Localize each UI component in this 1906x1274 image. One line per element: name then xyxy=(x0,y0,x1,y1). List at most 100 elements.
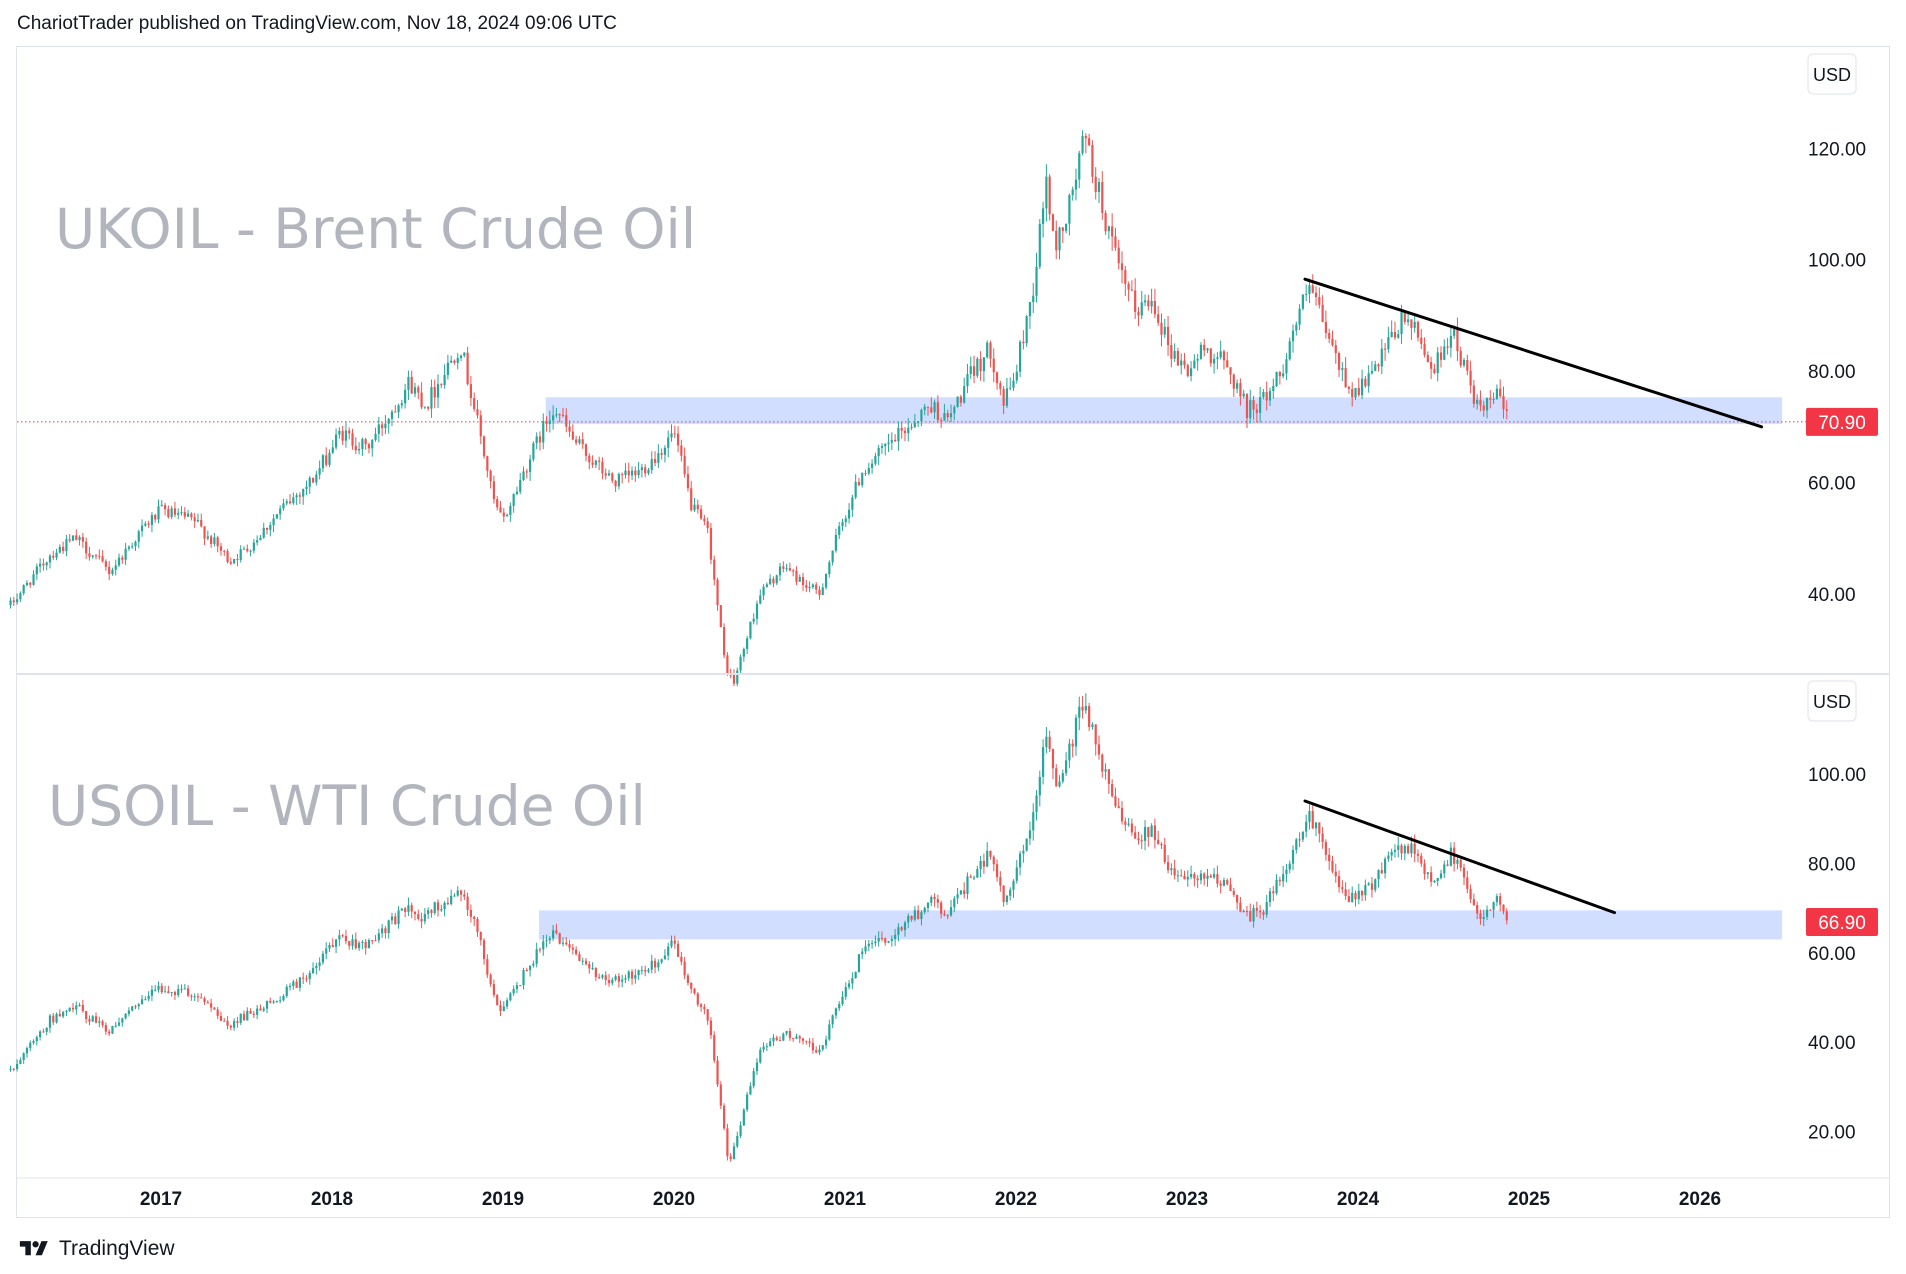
candle xyxy=(995,859,999,882)
candle-body xyxy=(946,915,949,917)
candle xyxy=(124,542,127,565)
candle-body xyxy=(374,940,377,942)
candle-body xyxy=(1259,910,1262,913)
candle xyxy=(334,939,338,954)
candle-body xyxy=(1173,868,1176,876)
candle xyxy=(959,394,962,407)
candle-body xyxy=(1331,861,1334,872)
candle xyxy=(907,418,910,442)
candle xyxy=(709,1017,713,1039)
candle xyxy=(167,505,170,519)
candle-body xyxy=(870,943,874,945)
candle xyxy=(624,974,627,984)
candle xyxy=(200,513,203,528)
candle xyxy=(1413,834,1416,863)
candle-body xyxy=(397,405,400,413)
candle xyxy=(186,509,190,518)
candle-body xyxy=(969,876,972,878)
candle xyxy=(35,563,38,580)
candle xyxy=(936,894,939,909)
support-zone xyxy=(545,397,1783,425)
candle-body xyxy=(949,907,953,916)
candle xyxy=(972,355,976,384)
candle-body xyxy=(650,459,653,470)
charts-svg[interactable]: UKOIL - Brent Crude Oil40.0060.0080.0010… xyxy=(0,0,1906,1230)
candle-body xyxy=(433,387,436,398)
candle-body xyxy=(1268,891,1272,903)
time-tick-label: 2018 xyxy=(311,1189,353,1210)
candle-body xyxy=(936,402,939,421)
candle-body xyxy=(390,411,394,419)
candle-body xyxy=(640,969,644,971)
candle xyxy=(693,498,696,512)
candle-body xyxy=(1002,885,1005,902)
candle xyxy=(1268,887,1272,907)
candle xyxy=(65,1009,68,1017)
candle xyxy=(693,987,696,995)
candle xyxy=(1360,890,1364,901)
candle-body xyxy=(430,910,433,914)
candle-body xyxy=(930,896,933,903)
candle-body xyxy=(1377,870,1380,880)
candle xyxy=(1472,379,1475,408)
candle-body xyxy=(759,1049,762,1063)
candle xyxy=(239,545,242,563)
candle-body xyxy=(1324,321,1328,334)
candle xyxy=(640,965,644,975)
candle xyxy=(552,925,555,941)
candle-body xyxy=(42,1031,45,1033)
candle xyxy=(512,493,515,513)
candle-body xyxy=(486,456,489,471)
candle xyxy=(644,464,647,478)
candle xyxy=(795,566,798,586)
candle-body xyxy=(1489,398,1492,400)
candle xyxy=(81,999,84,1013)
candle-body xyxy=(545,421,548,424)
candle xyxy=(699,1002,703,1012)
candle-body xyxy=(275,514,278,519)
candle xyxy=(992,855,995,872)
candle-body xyxy=(1301,831,1304,840)
candle xyxy=(32,570,35,586)
candle xyxy=(1439,869,1443,880)
candle-body xyxy=(272,1001,275,1003)
candle-body xyxy=(32,574,35,585)
candle xyxy=(1308,278,1311,303)
candle xyxy=(578,436,581,445)
candle-body xyxy=(956,894,959,899)
candle xyxy=(1278,370,1281,385)
candle xyxy=(180,984,183,993)
candle-body xyxy=(778,1040,782,1042)
candle xyxy=(1173,343,1176,362)
currency-button[interactable]: USD xyxy=(1807,680,1857,722)
candle-body xyxy=(275,1001,278,1003)
candle-body xyxy=(476,409,479,416)
candle xyxy=(1469,360,1472,394)
candle xyxy=(1226,351,1229,368)
candle-body xyxy=(1143,300,1147,303)
candle xyxy=(801,1037,805,1045)
candle xyxy=(492,475,496,504)
candle-body xyxy=(85,541,88,554)
currency-button[interactable]: USD xyxy=(1807,53,1857,95)
candle-body xyxy=(1393,332,1397,338)
candle-body xyxy=(371,940,374,942)
candle xyxy=(229,1024,232,1031)
candle-body xyxy=(486,959,489,975)
candle xyxy=(956,396,959,408)
candle xyxy=(1423,859,1426,880)
candle-body xyxy=(433,902,436,914)
candle xyxy=(1015,364,1018,384)
candle xyxy=(1222,877,1226,887)
candle-body xyxy=(157,506,160,520)
candle xyxy=(404,383,407,409)
candle xyxy=(956,887,959,904)
candle xyxy=(752,1067,755,1089)
candle xyxy=(22,584,25,596)
candle xyxy=(736,667,739,687)
candle-body xyxy=(1314,292,1318,298)
candle xyxy=(653,451,657,467)
candle-body xyxy=(450,895,453,905)
candle-body xyxy=(9,600,12,606)
candle-body xyxy=(1295,324,1298,331)
